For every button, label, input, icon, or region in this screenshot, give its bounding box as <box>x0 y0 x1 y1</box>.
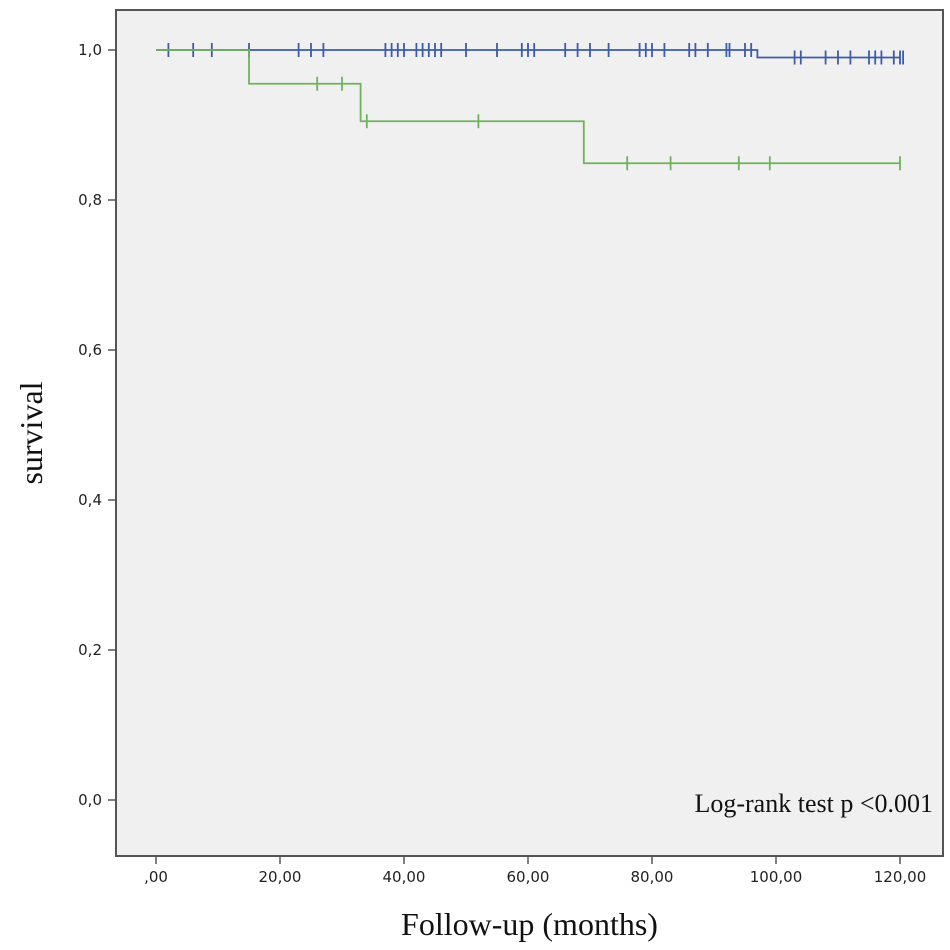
survival-curve-group-2 <box>156 49 900 165</box>
x-tick-label: ,00 <box>144 868 168 886</box>
survival-curve-group-1 <box>156 49 900 59</box>
y-tick-label: 0,6 <box>78 341 102 359</box>
x-tick-label: 40,00 <box>383 868 426 886</box>
y-axis: 0,0 0,2 0,4 0,6 0,8 1,0 <box>78 41 116 809</box>
x-axis: ,00 20,00 40,00 60,00 80,00 100,00 120,00 <box>144 856 926 886</box>
plot-area <box>115 9 944 857</box>
y-tick-label: 0,0 <box>78 791 102 809</box>
log-rank-annotation: Log-rank test p <0.001 <box>694 789 933 818</box>
x-tick-label: 120,00 <box>874 868 927 886</box>
x-tick-label: 80,00 <box>631 868 674 886</box>
y-axis-title: survival <box>13 381 49 484</box>
x-tick-label: 100,00 <box>750 868 803 886</box>
y-tick-label: 0,8 <box>78 191 102 209</box>
series-layer <box>156 43 904 171</box>
y-tick-label: 0,2 <box>78 641 102 659</box>
x-axis-title: Follow-up (months) <box>401 906 658 942</box>
x-tick-label: 20,00 <box>259 868 302 886</box>
y-tick-label: 1,0 <box>78 41 102 59</box>
y-tick-label: 0,4 <box>78 491 102 509</box>
x-tick-label: 60,00 <box>507 868 550 886</box>
